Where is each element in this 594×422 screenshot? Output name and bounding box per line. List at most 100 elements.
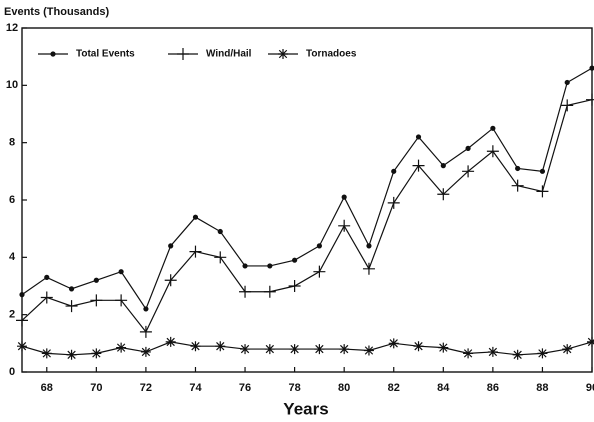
point [440, 163, 446, 169]
x-tick-label: 84 [437, 382, 450, 394]
plot-frame [21, 27, 593, 373]
series-line [21, 99, 593, 333]
series-line [21, 67, 593, 311]
legend-item: Wind/Hail [168, 48, 252, 60]
point [16, 314, 28, 327]
point [486, 145, 499, 158]
point [341, 194, 347, 200]
point [116, 342, 127, 353]
point [437, 188, 450, 201]
point [164, 274, 177, 287]
point [292, 257, 298, 263]
series-line [21, 341, 593, 356]
y-tick-label: 2 [9, 309, 15, 321]
point [314, 344, 325, 355]
point [165, 336, 176, 347]
point [91, 348, 102, 359]
legend-item: Tornadoes [268, 49, 357, 60]
y-tick-label: 4 [9, 251, 16, 263]
point [316, 243, 322, 249]
x-tick-label: 74 [189, 382, 202, 394]
point [589, 65, 594, 71]
point [415, 134, 422, 140]
point [143, 306, 149, 312]
point [537, 348, 548, 359]
point [363, 345, 374, 356]
point [242, 263, 248, 269]
point [511, 179, 524, 192]
legend-label: Total Events [76, 49, 135, 60]
point [190, 341, 201, 352]
x-tick-label: 70 [90, 382, 102, 394]
point [536, 185, 549, 198]
x-tick-label: 90 [586, 382, 594, 394]
point [240, 344, 251, 355]
x-tick-label: 82 [388, 382, 400, 394]
y-tick-label: 10 [6, 79, 18, 91]
x-tick-label: 76 [239, 382, 251, 394]
point [93, 277, 99, 283]
point [66, 349, 77, 360]
point [115, 294, 128, 307]
point [413, 341, 424, 352]
x-tick-label: 68 [41, 382, 53, 394]
point [140, 346, 151, 357]
chart-title: Events (Thousands) [4, 6, 109, 18]
point [313, 265, 326, 278]
point [289, 344, 300, 355]
point [239, 285, 252, 298]
point [215, 341, 226, 352]
point [412, 159, 425, 172]
point [217, 228, 223, 235]
point [387, 196, 400, 209]
point [40, 291, 53, 304]
point [288, 280, 301, 292]
point [465, 145, 471, 151]
x-tick-label: 78 [288, 382, 300, 394]
point [512, 349, 523, 360]
point [41, 348, 52, 359]
point [17, 341, 27, 352]
y-tick-label: 6 [9, 194, 15, 206]
point [168, 243, 174, 249]
point [388, 338, 399, 349]
x-tick-label: 80 [338, 382, 350, 394]
point [263, 285, 276, 298]
point [118, 269, 124, 275]
point [214, 251, 227, 264]
point [463, 348, 474, 359]
point [177, 48, 189, 60]
point [189, 245, 202, 258]
point [139, 325, 152, 338]
point [564, 79, 570, 86]
point [391, 168, 397, 174]
point [562, 344, 573, 355]
point [366, 243, 372, 249]
point [44, 274, 50, 280]
point [587, 336, 594, 347]
y-tick-label: 12 [6, 22, 18, 34]
point [586, 93, 594, 106]
point [487, 346, 498, 357]
legend-label: Wind/Hail [206, 49, 252, 60]
point [65, 300, 78, 313]
legend-label: Tornadoes [306, 49, 357, 60]
point [278, 49, 288, 59]
x-axis-label: Years [283, 399, 328, 418]
point [490, 125, 496, 131]
point [561, 99, 574, 112]
point [264, 344, 275, 355]
point [515, 165, 521, 172]
point [339, 344, 350, 355]
point [90, 294, 103, 307]
point [68, 286, 75, 292]
x-tick-label: 88 [536, 382, 548, 394]
point [539, 168, 546, 174]
point [338, 219, 351, 232]
legend-item: Total Events [38, 49, 135, 60]
point [50, 51, 56, 57]
point [438, 342, 449, 353]
y-tick-label: 0 [9, 366, 15, 378]
point [267, 263, 273, 269]
